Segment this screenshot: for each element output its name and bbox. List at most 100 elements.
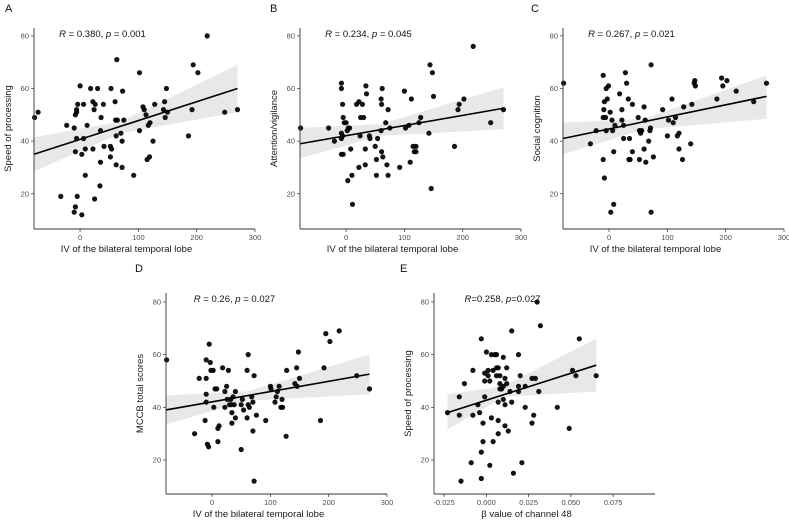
data-point <box>488 120 494 126</box>
x-axis-title: IV of the bilateral temporal lobe <box>193 509 325 520</box>
data-point <box>566 425 572 431</box>
data-point <box>163 85 169 92</box>
data-point <box>216 423 222 429</box>
data-point <box>456 412 462 418</box>
data-point <box>340 151 346 157</box>
data-point <box>192 431 198 437</box>
data-point <box>461 96 467 102</box>
x-tick-label: 100 <box>398 233 411 242</box>
x-tick-label: 200 <box>719 233 732 242</box>
data-point <box>639 128 645 134</box>
data-point <box>101 143 107 149</box>
x-tick-label: 0 <box>607 233 611 242</box>
data-point <box>72 149 78 155</box>
y-tick-label: 80 <box>287 31 295 40</box>
data-point <box>495 365 501 371</box>
data-point <box>641 104 647 110</box>
data-point <box>478 336 484 342</box>
data-point <box>250 428 256 434</box>
data-point <box>119 138 125 144</box>
data-point <box>378 96 384 102</box>
data-point <box>601 107 607 113</box>
data-point <box>229 420 235 426</box>
data-point <box>383 120 389 126</box>
data-point <box>444 410 451 416</box>
data-point <box>627 156 633 163</box>
panel-e: E -0.025 0.000 0.025 0.050 0.075 20 40 60 80 β val… <box>400 263 655 520</box>
data-point <box>468 460 474 466</box>
data-point <box>485 373 491 379</box>
data-point <box>340 101 346 107</box>
data-point <box>455 107 461 113</box>
data-point <box>348 146 354 152</box>
data-point <box>245 352 251 358</box>
data-point <box>338 85 344 92</box>
data-point <box>232 388 238 395</box>
data-point <box>356 164 362 170</box>
data-point <box>77 83 83 89</box>
data-point <box>648 62 654 68</box>
data-point <box>366 386 373 392</box>
data-point <box>359 101 365 107</box>
data-point <box>625 96 631 102</box>
x-tick-label: 0 <box>344 233 348 242</box>
data-point <box>79 212 85 218</box>
data-point <box>482 378 488 384</box>
panel-letter: E <box>400 263 407 275</box>
data-point <box>635 114 641 121</box>
y-axis-title: MCCB total scores <box>135 354 146 433</box>
data-point <box>605 83 612 89</box>
data-point <box>136 128 143 134</box>
data-point <box>401 88 407 94</box>
x-tick-label: 0.075 <box>604 498 623 507</box>
data-point <box>273 394 279 400</box>
x-tick-label: 200 <box>190 233 203 242</box>
y-axis-title: Social cognition <box>532 95 543 162</box>
x-tick-label: 0 <box>78 233 82 242</box>
correlation-annotation: R = 0.380, p = 0.001 <box>59 29 146 40</box>
x-axis-title: IV of the bilateral temporal lobe <box>590 244 722 255</box>
data-point <box>379 149 385 155</box>
data-point <box>119 164 125 170</box>
data-point <box>451 143 458 149</box>
data-point <box>720 83 726 89</box>
data-point <box>534 299 540 305</box>
data-point <box>485 367 491 373</box>
data-point <box>338 80 344 86</box>
data-point <box>426 130 432 136</box>
y-tick-label: 20 <box>21 189 29 198</box>
data-point <box>679 156 686 163</box>
data-point <box>646 138 652 144</box>
data-point <box>497 373 503 379</box>
data-point <box>340 114 346 121</box>
y-tick-label: 40 <box>421 403 429 412</box>
data-point <box>326 125 332 131</box>
data-point <box>664 133 670 139</box>
data-point <box>244 415 250 421</box>
data-point <box>669 96 675 102</box>
data-point <box>95 85 101 92</box>
data-point <box>624 80 630 86</box>
data-point <box>214 386 220 392</box>
data-point <box>477 410 483 416</box>
y-tick-label: 40 <box>287 137 295 146</box>
data-point <box>121 117 127 123</box>
x-tick-label: 0 <box>210 498 214 507</box>
data-point <box>64 122 70 128</box>
regression-line <box>447 364 597 414</box>
data-point <box>493 352 500 358</box>
data-point <box>189 107 195 113</box>
data-point <box>385 172 391 178</box>
x-tick-label: 300 <box>778 233 789 242</box>
data-point <box>515 383 522 389</box>
data-point <box>385 107 391 113</box>
data-point <box>500 354 506 360</box>
data-point <box>375 135 381 142</box>
correlation-annotation: R=0.258, p=0.027 <box>464 294 540 305</box>
data-point <box>427 62 433 68</box>
data-point <box>692 78 698 84</box>
data-point <box>482 394 488 400</box>
data-point <box>601 175 607 181</box>
x-tick-label: 200 <box>456 233 469 242</box>
data-point <box>141 107 147 113</box>
